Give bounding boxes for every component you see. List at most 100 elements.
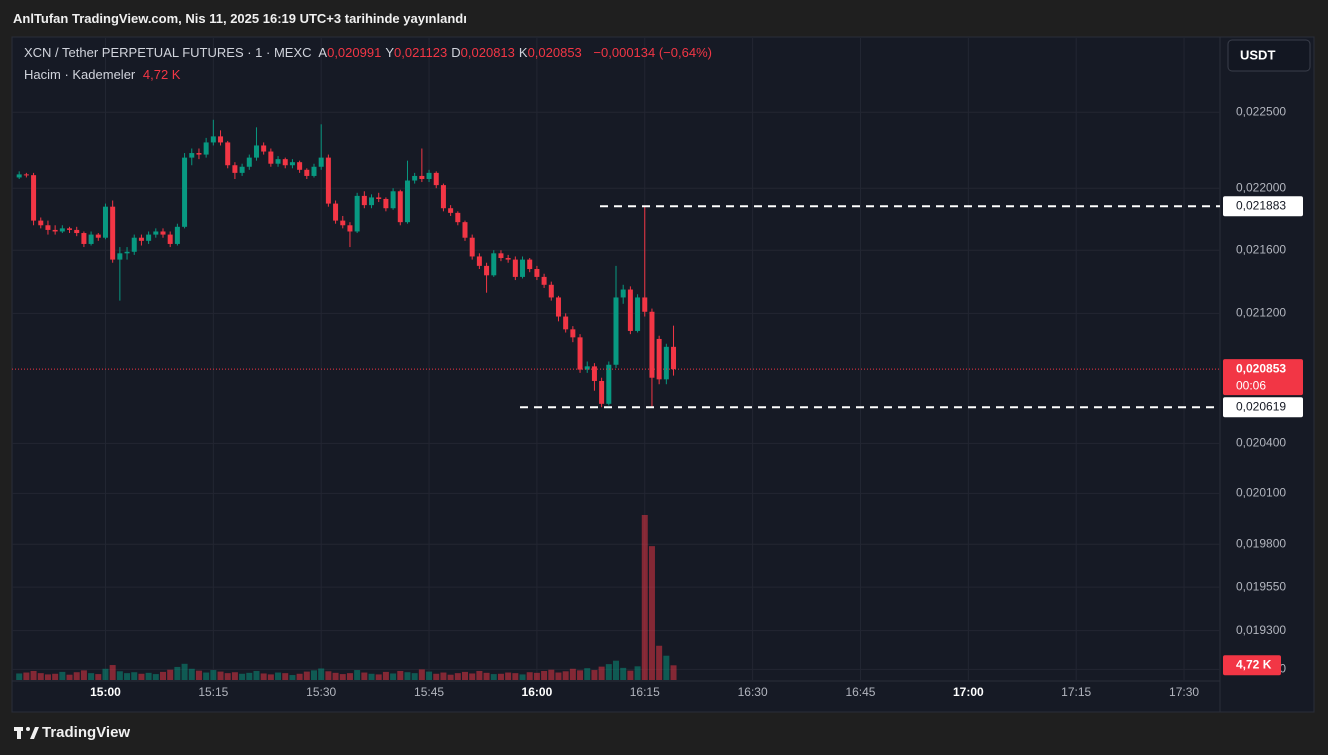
ohlc-legend: A0,020991 Y0,021123 D0,020813 K0,020853 — [318, 45, 585, 60]
y-tick-label: 0,020400 — [1236, 436, 1286, 450]
x-tick-label: 16:00 — [522, 685, 553, 699]
candle-body — [433, 172, 439, 186]
volume-bar — [591, 670, 598, 680]
candle-body — [146, 234, 152, 241]
volume-bar — [663, 655, 670, 680]
y-tick-label: 0,019300 — [1236, 623, 1286, 637]
candle-body — [95, 234, 101, 238]
candle-body — [232, 165, 238, 173]
volume-bar — [131, 672, 138, 680]
last-price-badge — [1223, 359, 1303, 396]
candle-body — [527, 259, 533, 270]
candle-body — [347, 225, 353, 232]
candle-body — [67, 228, 73, 230]
candle-body — [627, 289, 633, 331]
volume-bar — [260, 673, 267, 680]
candle-body — [663, 346, 669, 380]
candle-body — [88, 234, 94, 244]
currency-button[interactable] — [1227, 39, 1311, 72]
volume-bar — [569, 668, 576, 680]
volume-bar — [382, 671, 389, 680]
x-tick-label: 17:00 — [953, 685, 984, 699]
candle-body — [189, 153, 195, 158]
candle-body — [261, 145, 267, 152]
volume-bar — [16, 673, 23, 680]
candle-body — [167, 234, 173, 244]
volume-bar — [275, 672, 282, 680]
volume-bar — [354, 670, 361, 680]
volume-bar — [634, 666, 641, 680]
candle-body — [117, 253, 123, 260]
volume-bar — [30, 670, 37, 680]
candle-body — [81, 233, 87, 244]
candle-body — [404, 180, 410, 223]
candle-body — [484, 265, 490, 276]
volume-bar — [37, 673, 44, 680]
volume-bar — [548, 669, 555, 680]
candle-body — [577, 337, 583, 370]
candle-body — [390, 191, 396, 209]
price-level-label: 0,020619 — [1236, 399, 1286, 413]
candle-body — [498, 253, 504, 259]
last-price-label: 0,020853 — [1236, 361, 1286, 375]
volume-bar — [361, 672, 368, 680]
symbol: XCN / Tether PERPETUAL FUTURES · 1 · MEX… — [24, 45, 312, 60]
candle-body — [131, 237, 137, 252]
candle-body — [570, 329, 576, 338]
candle-body — [289, 162, 295, 166]
candle-body — [153, 231, 159, 235]
volume-bar — [311, 670, 317, 680]
volume-bar — [541, 670, 548, 680]
volume-bar — [390, 673, 397, 680]
volume-bar — [195, 670, 202, 680]
candle-body — [282, 159, 288, 166]
candle-body — [325, 157, 331, 204]
y-tick-label: 0,022000 — [1236, 180, 1286, 194]
candle-body — [505, 258, 511, 260]
volume-bar — [346, 673, 353, 680]
volume-legend-value: 4,72 K — [142, 67, 181, 82]
ohlc-value: 0,020991 — [327, 45, 382, 60]
volume-bar — [577, 670, 584, 680]
currency-label[interactable]: USDT — [1240, 47, 1275, 62]
candle-body — [534, 269, 540, 277]
candle-body — [16, 174, 22, 178]
ohlc-value: 0,020853 — [527, 45, 582, 60]
volume-bar — [160, 671, 166, 680]
volume-bar — [224, 673, 231, 680]
candle-body — [354, 195, 360, 232]
volume-bar — [598, 666, 605, 680]
volume-bar — [52, 673, 59, 680]
volume-bar — [124, 673, 131, 680]
volume-bar — [627, 670, 634, 680]
candle-body — [620, 289, 626, 298]
candle-body — [376, 197, 382, 199]
candle-body — [297, 162, 303, 170]
ohlc-key: Y — [385, 45, 394, 60]
volume-bar — [167, 669, 174, 680]
candle-body — [340, 220, 346, 226]
candle-body — [31, 175, 37, 221]
x-tick-label: 17:15 — [1061, 685, 1091, 699]
candle-body — [102, 206, 108, 238]
countdown: 00:06 — [1236, 378, 1266, 392]
volume-bar — [454, 673, 461, 680]
candle-body — [203, 142, 209, 155]
candle-body — [541, 276, 547, 285]
candle-body — [138, 237, 144, 241]
candle-body — [426, 172, 432, 179]
candle-body — [555, 297, 561, 317]
volume-bar — [368, 673, 375, 680]
candle-body — [397, 191, 403, 223]
candle-body — [563, 316, 569, 330]
volume-bar — [88, 673, 95, 680]
volume-bar — [411, 673, 418, 680]
candle-body — [419, 175, 425, 179]
volume-bar — [462, 671, 468, 680]
volume-bar — [231, 672, 238, 680]
candle-body — [491, 253, 497, 276]
volume-bar — [447, 674, 454, 680]
volume-bar — [59, 671, 66, 680]
candle-body — [649, 311, 655, 378]
